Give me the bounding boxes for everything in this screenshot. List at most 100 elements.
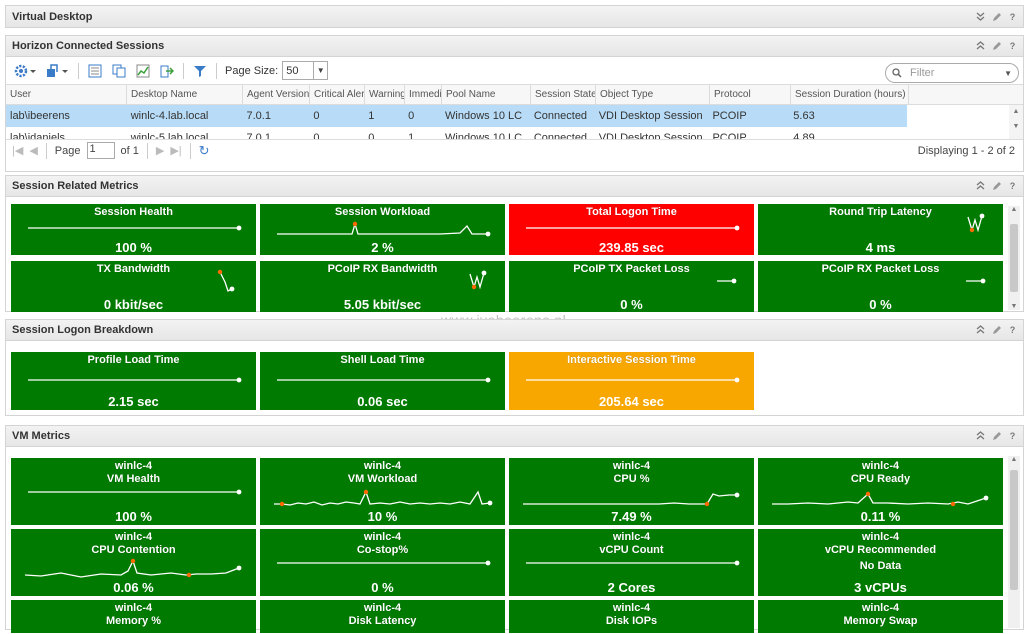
metric-tile[interactable]: winlc-4 Memory %	[11, 600, 256, 633]
copy-icon[interactable]	[109, 62, 129, 80]
column-header[interactable]: Warning	[365, 85, 405, 104]
metric-tile[interactable]: Session Workload 2 %	[260, 204, 505, 255]
edit-pencil-icon[interactable]	[992, 181, 1001, 191]
metric-tile[interactable]: winlc-4 VM Health 100 %	[11, 458, 256, 525]
first-page-icon[interactable]: |◀	[12, 145, 24, 157]
scrollbar-thumb[interactable]	[1010, 470, 1018, 590]
metrics-scrollbar[interactable]: ▲ ▼	[1008, 206, 1020, 310]
tile-value: 0.06 %	[113, 580, 154, 595]
scroll-down-icon[interactable]: ▼	[1012, 123, 1020, 130]
vm-metrics-scrollbar[interactable]: ▲	[1008, 456, 1020, 628]
scrollbar-thumb[interactable]	[1010, 224, 1018, 292]
page-size-label: Page Size:	[225, 64, 279, 77]
metric-tile[interactable]: winlc-4 Disk IOPs	[509, 600, 754, 633]
metric-tile[interactable]: winlc-4 VM Workload 10 %	[260, 458, 505, 525]
metric-tile[interactable]: winlc-4 Co-stop% 0 %	[260, 529, 505, 596]
help-icon[interactable]: ?	[1009, 41, 1016, 51]
prev-page-icon[interactable]: ◀	[29, 145, 38, 157]
metric-tile[interactable]: Round Trip Latency 4 ms	[758, 204, 1003, 255]
metric-tile[interactable]: PCoIP RX Bandwidth 5.05 kbit/sec	[260, 261, 505, 312]
help-icon[interactable]: ?	[1009, 11, 1016, 22]
column-header[interactable]: Critical Alert	[310, 85, 365, 104]
collapse-icon[interactable]	[976, 41, 985, 51]
tile-host: winlc-4	[612, 460, 651, 472]
tile-name: Session Health	[94, 206, 173, 218]
metric-tile[interactable]: winlc-4 vCPU Recommended No Data 3 vCPUs	[758, 529, 1003, 596]
edit-pencil-icon[interactable]	[992, 431, 1001, 441]
column-header[interactable]: Pool Name	[442, 85, 531, 104]
collapse-icon[interactable]	[976, 181, 985, 191]
metric-tile[interactable]: PCoIP TX Packet Loss 0 %	[509, 261, 754, 312]
table-cell: 1	[368, 110, 375, 122]
next-page-icon[interactable]: ▶	[155, 145, 165, 157]
chart-icon[interactable]	[133, 62, 153, 80]
column-header[interactable]: Desktop Name	[127, 85, 243, 104]
actions-icon[interactable]	[44, 62, 72, 80]
column-header[interactable]: Session State	[531, 85, 596, 104]
metric-tile[interactable]: winlc-4 CPU % 7.49 %	[509, 458, 754, 525]
sparkline-end-point	[236, 225, 242, 231]
help-icon[interactable]: ?	[1009, 431, 1016, 441]
expand-icon[interactable]	[976, 12, 985, 22]
scroll-up-icon[interactable]: ▲	[1012, 108, 1020, 115]
page-number-input[interactable]: 1	[86, 142, 115, 159]
metric-tile[interactable]: Session Health 100 %	[11, 204, 256, 255]
column-header[interactable]: Agent Version	[243, 85, 310, 104]
tile-value: 5.05 kbit/sec	[343, 297, 422, 312]
scroll-up-icon[interactable]: ▲	[1010, 456, 1018, 463]
metric-tile[interactable]: winlc-4 CPU Contention 0.06 %	[11, 529, 256, 596]
metric-tile[interactable]: Shell Load Time 0.06 sec	[260, 352, 505, 410]
collapse-icon[interactable]	[976, 325, 985, 335]
sparkline-low-point	[363, 489, 369, 495]
metric-tile[interactable]: winlc-4 CPU Ready 0.11 %	[758, 458, 1003, 525]
sparkline-low-point	[950, 501, 956, 507]
metric-tile[interactable]: Interactive Session Time 205.64 sec	[509, 352, 754, 410]
help-icon[interactable]: ?	[1009, 181, 1016, 191]
sparkline-end-point	[983, 495, 989, 501]
metric-tile[interactable]: winlc-4 vCPU Count 2 Cores	[509, 529, 754, 596]
tile-host: winlc-4	[861, 602, 900, 614]
details-icon[interactable]	[85, 62, 105, 80]
column-header[interactable]: Object Type	[596, 85, 710, 104]
column-header[interactable]: Immedi	[405, 85, 442, 104]
tile-value: 205.64 sec	[598, 394, 665, 409]
collapse-icon[interactable]	[976, 431, 985, 441]
sparkline-path	[277, 221, 488, 235]
tile-value: 0 kbit/sec	[103, 297, 164, 312]
filter-funnel-icon[interactable]	[190, 62, 210, 80]
scroll-up-icon[interactable]: ▲	[1010, 206, 1018, 213]
last-page-icon[interactable]: ▶|	[170, 145, 182, 157]
tile-value: 0.11 %	[860, 509, 901, 524]
tile-name: PCoIP TX Packet Loss	[573, 263, 690, 275]
filter-input[interactable]: Filter ▼	[885, 63, 1019, 83]
table-row[interactable]: lab\idaniels winlc-5.lab.local 7.0.1 0 0 1 Win…	[6, 127, 907, 139]
refresh-icon[interactable]: ↻	[198, 142, 210, 158]
edit-pencil-icon[interactable]	[992, 12, 1001, 22]
sparkline	[526, 377, 740, 383]
metric-tile[interactable]: winlc-4 Disk Latency	[260, 600, 505, 633]
scroll-down-icon[interactable]: ▼	[1010, 303, 1018, 310]
metric-tile[interactable]: TX Bandwidth 0 kbit/sec	[11, 261, 256, 312]
pager-divider	[189, 142, 191, 159]
metric-tile[interactable]: Total Logon Time 239.85 sec	[509, 204, 754, 255]
table-scrollbar[interactable]: ▲ ▼	[1009, 105, 1023, 139]
toolbar-divider	[78, 62, 79, 79]
metric-tile[interactable]: PCoIP RX Packet Loss 0 %	[758, 261, 1003, 312]
table-row[interactable]: lab\ibeerens winlc-4.lab.local 7.0.1 0 1 0 Win…	[6, 105, 907, 127]
help-icon[interactable]: ?	[1009, 325, 1016, 335]
tile-value: 0 %	[620, 297, 643, 312]
column-header[interactable]: User	[6, 85, 127, 104]
gear-icon[interactable]	[12, 62, 40, 80]
column-header[interactable]: Protocol	[710, 85, 791, 104]
edit-pencil-icon[interactable]	[992, 325, 1001, 335]
table-cell: 0	[313, 110, 320, 122]
tile-name: VM Health	[106, 473, 161, 485]
panel-header: Virtual Desktop ?	[6, 6, 1023, 27]
edit-pencil-icon[interactable]	[992, 41, 1001, 51]
export-icon[interactable]	[157, 62, 177, 80]
sparkline-path	[469, 272, 485, 290]
column-header[interactable]: Session Duration (hours)	[791, 85, 909, 104]
page-size-select[interactable]: 50 ▼	[282, 61, 329, 80]
metric-tile[interactable]: winlc-4 Memory Swap	[758, 600, 1003, 633]
metric-tile[interactable]: Profile Load Time 2.15 sec	[11, 352, 256, 410]
